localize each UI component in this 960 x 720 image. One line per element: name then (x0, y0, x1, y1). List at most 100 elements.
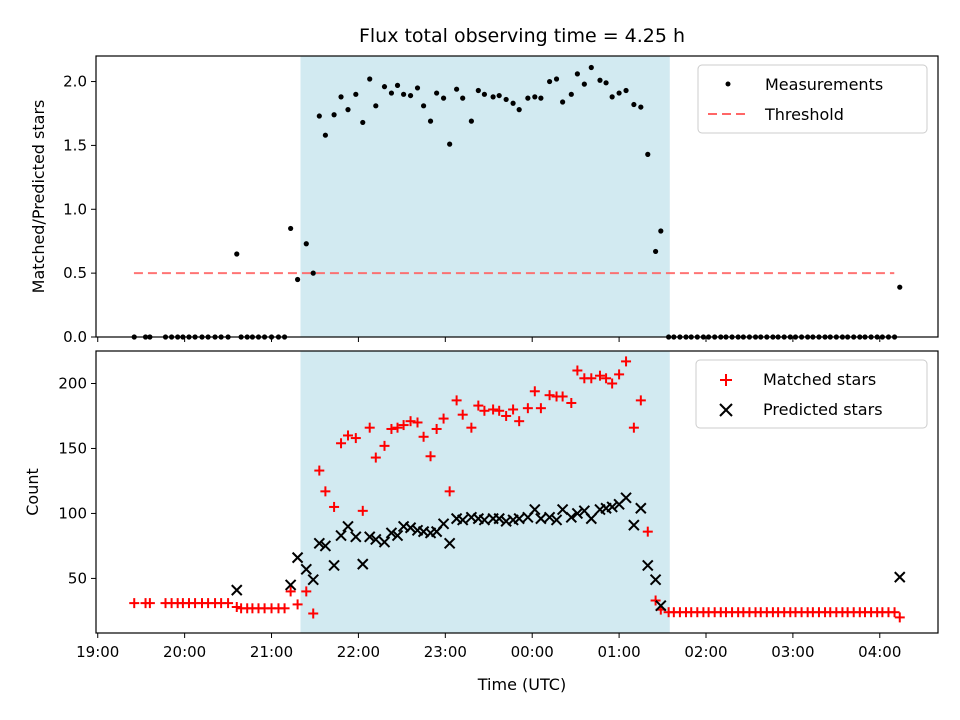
measurement-point (338, 94, 344, 100)
measurement-point (553, 76, 560, 82)
legend-predicted-label: Predicted stars (763, 400, 883, 419)
matched-star-point (329, 501, 340, 512)
predicted-star-point (635, 502, 647, 514)
observing-window-shading (300, 56, 670, 337)
matched-star-point (350, 433, 361, 444)
measurement-point (658, 228, 664, 234)
matched-star-point (231, 602, 242, 613)
matched-star-point (473, 400, 484, 411)
x-tick-label: 19:00 (76, 643, 119, 661)
predicted-star-point (655, 600, 667, 612)
ratio-y-axis-label: Matched/Predicted stars (29, 100, 48, 294)
ratio-y-tick-label: 0.5 (63, 264, 87, 282)
measurement-point (560, 99, 566, 105)
matched-star-point (508, 404, 519, 415)
ratio-x-ticks (97, 337, 881, 342)
count-legend-box (695, 359, 928, 429)
measurement-point (609, 94, 615, 100)
count-y-ticks: 50 100 150 200 (58, 374, 96, 587)
matched-star-point (418, 431, 429, 442)
count-x-ticks: 19:00 20:00 21:00 22:00 23:00 00:00 01:00 02:00… (76, 633, 901, 661)
measurement-point (322, 132, 328, 138)
measurement-point (345, 107, 351, 113)
measurement-point (353, 91, 359, 97)
predicted-star-point (571, 507, 584, 520)
matched-star-point (425, 451, 436, 462)
matched-star-point (494, 405, 505, 416)
count-legend: Matched stars Predicted stars (695, 359, 928, 429)
measurement-point (638, 104, 644, 110)
predicted-star-point (550, 514, 563, 526)
matched-star-point (889, 607, 900, 618)
predicted-star-point (364, 531, 376, 543)
ratio-legend-box (697, 64, 928, 134)
matched-star-point (292, 599, 303, 610)
measurement-point (360, 119, 366, 126)
matched-star-point (586, 373, 597, 384)
predicted-star-point (404, 522, 417, 534)
x-tick-label: 21:00 (250, 643, 293, 661)
measurement-point (294, 276, 301, 283)
count-y-tick-label: 200 (58, 374, 87, 392)
matched-star-point (614, 369, 625, 380)
measurement-point (588, 64, 594, 71)
matched-star-point (129, 598, 140, 609)
x-tick-label: 20:00 (163, 643, 206, 661)
predicted-star-point (300, 563, 312, 576)
x-tick-label: 00:00 (511, 643, 554, 661)
measurement-point (367, 76, 373, 82)
predicted-star-point (437, 518, 450, 530)
matched-star-point (607, 378, 618, 389)
ratio-y-tick-label: 1.5 (63, 136, 87, 154)
matched-star-point (386, 423, 397, 434)
count-y-tick-label: 50 (68, 569, 87, 587)
predicted-star-point (529, 503, 541, 516)
matched-star-point (431, 423, 442, 434)
matched-star-point (444, 486, 455, 497)
matched-star-point (621, 356, 632, 367)
measurement-point (420, 103, 427, 109)
legend-threshold-label: Threshold (764, 105, 844, 124)
matched-star-point (392, 422, 403, 433)
measurement-point (897, 284, 903, 290)
x-tick-label: 01:00 (597, 643, 640, 661)
measurement-point (447, 141, 453, 147)
matched-star-point (544, 390, 555, 401)
matched-star-point (357, 505, 368, 516)
measurement-point (645, 151, 651, 157)
predicted-star-point (606, 501, 618, 513)
measurement-point (310, 270, 316, 276)
measurement-point (481, 91, 488, 97)
matched-star-point (223, 598, 234, 609)
measurement-point (568, 91, 574, 97)
measurement-point (373, 103, 379, 109)
measurement-point (525, 95, 531, 101)
predicted-star-point (313, 537, 326, 550)
predicted-star-point (319, 540, 332, 552)
ratio-y-tick-label: 0.0 (63, 328, 87, 346)
observing-window-shading (300, 351, 670, 633)
measurement-point (234, 251, 240, 257)
matched-star-point (514, 416, 525, 427)
measurement-point (427, 118, 434, 124)
predicted-star-point (894, 571, 906, 583)
matched-star-point (279, 603, 290, 614)
legend-measurements-marker (725, 81, 731, 87)
count-y-tick-label: 100 (58, 504, 87, 522)
matched-star-point (370, 452, 381, 463)
predicted-star-point (342, 520, 354, 533)
measurement-point (532, 94, 538, 100)
predicted-star-point (493, 512, 505, 525)
matched-star-point (412, 417, 423, 428)
ratio-panel: 0.00.51.01.52.0 Matched/Predicted stars … (29, 55, 939, 346)
measurement-point (440, 95, 447, 101)
x-tick-label: 03:00 (771, 643, 814, 661)
predicted-star-point (378, 536, 391, 548)
matched-star-point (529, 386, 540, 397)
predicted-star-point (231, 584, 243, 596)
measurement-point (388, 90, 395, 96)
measurement-point (394, 82, 401, 88)
measurement-point (510, 100, 516, 106)
legend-matched-marker (720, 374, 732, 386)
